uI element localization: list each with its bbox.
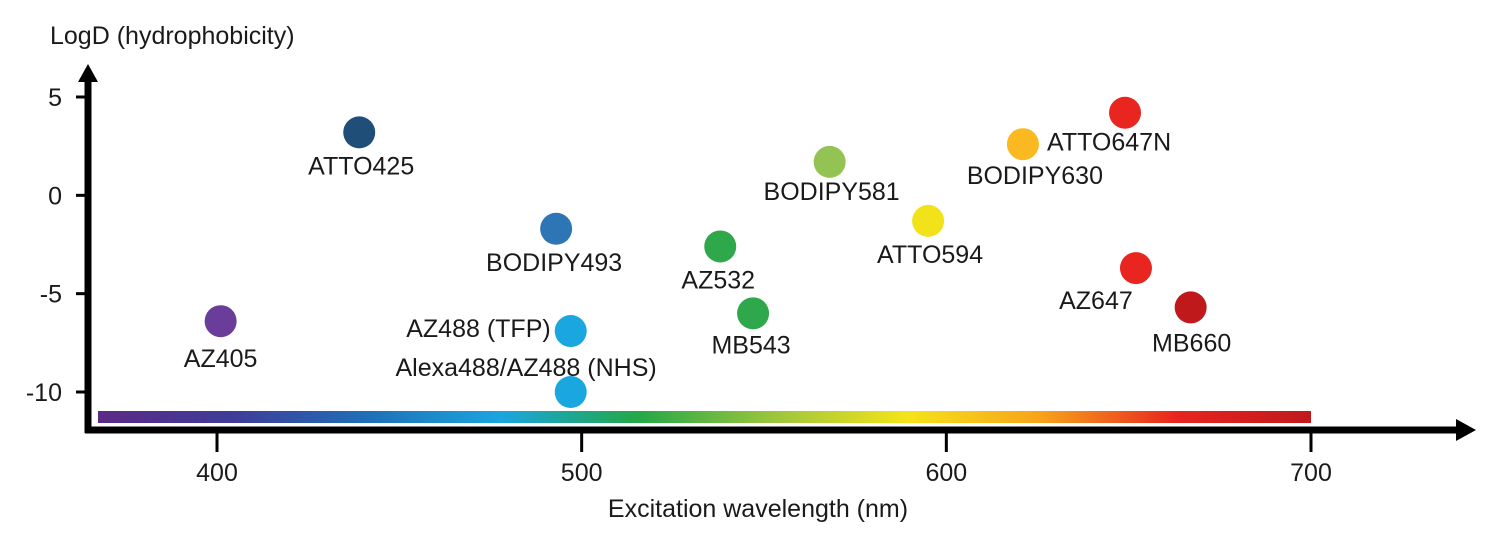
x-ticks: 400 500 600 700 [196, 430, 1332, 487]
data-point [554, 376, 587, 408]
data-label: BODIPY630 [967, 162, 1103, 190]
axes [78, 64, 1476, 441]
data-point [912, 204, 945, 237]
data-point [1119, 252, 1152, 285]
data-point [737, 297, 770, 330]
data-label: AZ532 [681, 266, 755, 294]
data-label: ATTO425 [308, 152, 414, 180]
data-label: MB660 [1152, 329, 1231, 357]
y-tick-label: 5 [48, 84, 62, 112]
y-ticks: 5 0 -5 -10 [26, 84, 88, 407]
x-tick-label: 700 [1290, 459, 1332, 487]
data-label: ATTO647N [1047, 129, 1171, 157]
data-label: AZ488 (TFP) [406, 315, 550, 343]
y-tick-label: 0 [48, 182, 62, 210]
y-axis-arrow [78, 64, 98, 82]
data-labels: AZ405 ATTO425 BODIPY493 AZ488 (TFP) Alexa488… [184, 129, 1231, 382]
data-point [540, 212, 573, 245]
spectrum-bar [98, 411, 1311, 423]
data-points [204, 96, 1207, 408]
data-label: Alexa488/AZ488 (NHS) [395, 354, 656, 382]
x-tick-label: 600 [925, 459, 967, 487]
data-label: AZ647 [1059, 287, 1133, 315]
data-point [204, 305, 237, 338]
x-tick-label: 400 [196, 459, 238, 487]
data-point [704, 230, 737, 263]
data-label: BODIPY581 [764, 178, 900, 206]
data-label: BODIPY493 [486, 249, 622, 277]
data-point [1174, 291, 1207, 324]
y-tick-label: -10 [26, 379, 62, 407]
data-point [1109, 96, 1142, 129]
data-point [343, 116, 376, 149]
x-axis-title: Excitation wavelength (nm) [608, 495, 908, 523]
data-point [813, 145, 846, 178]
x-tick-label: 500 [561, 459, 603, 487]
data-point [1006, 128, 1039, 161]
x-axis-arrow [1456, 419, 1476, 441]
data-label: AZ405 [184, 345, 258, 373]
data-label: MB543 [711, 331, 790, 359]
data-label: ATTO594 [877, 241, 983, 269]
y-axis-title: LogD (hydrophobicity) [50, 22, 295, 50]
y-tick-label: -5 [40, 281, 62, 309]
data-point [554, 315, 587, 348]
